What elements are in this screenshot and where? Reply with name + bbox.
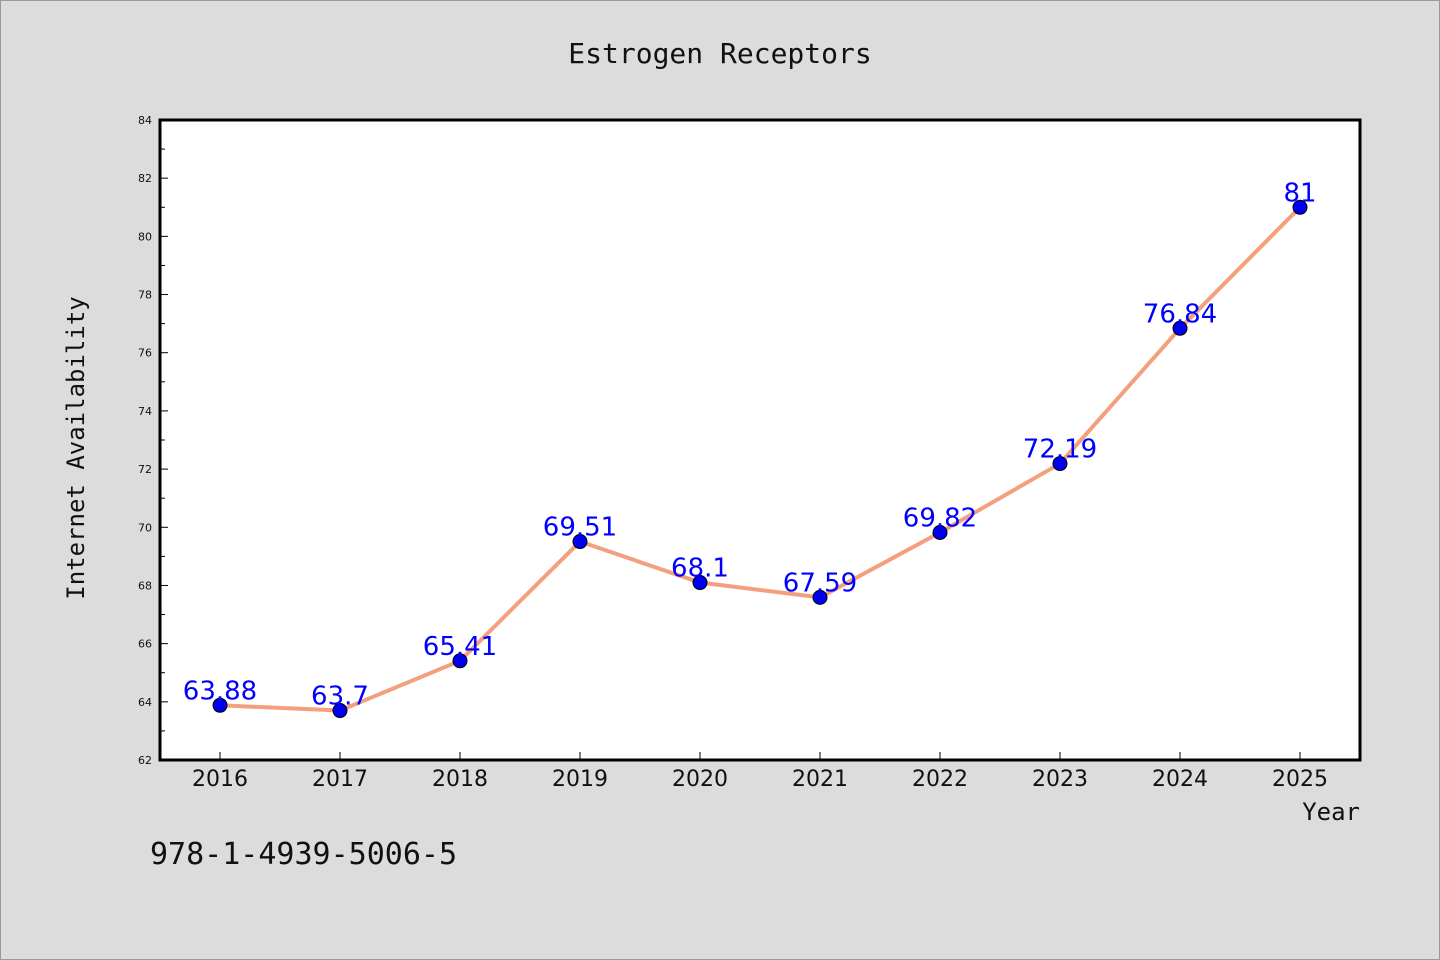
data-point	[452, 653, 468, 669]
y-tick-label: 68	[138, 579, 152, 592]
x-tick-label: 2017	[312, 767, 368, 792]
data-label: 69.51	[543, 513, 617, 543]
data-point	[1292, 199, 1308, 215]
data-point	[692, 575, 708, 591]
y-tick-label: 80	[138, 230, 152, 243]
x-tick-label: 2018	[432, 767, 488, 792]
y-tick-label: 84	[138, 114, 152, 127]
y-tick-label: 82	[138, 172, 152, 185]
y-tick-label: 66	[138, 638, 152, 651]
x-axis-label: Year	[1302, 798, 1360, 826]
plot-frame	[158, 118, 1362, 762]
data-label: 72.19	[1023, 435, 1097, 465]
x-tick-label: 2021	[792, 767, 848, 792]
x-tick-label: 2024	[1152, 767, 1208, 792]
y-tick-label: 72	[138, 463, 152, 476]
data-label: 76.84	[1143, 299, 1217, 329]
x-tick-label: 2020	[672, 767, 728, 792]
data-point	[572, 534, 588, 550]
y-axis-label: Internet Availability	[62, 296, 90, 599]
y-tick-label: 62	[138, 754, 152, 767]
chart-title: Estrogen Receptors	[568, 37, 871, 70]
series-line-group: 63.88 63.7 65.41 69.51 68.1 67.59 69.82 72.19 76…	[183, 178, 1317, 719]
data-label: 69.82	[903, 504, 977, 534]
x-tick-label: 2019	[552, 767, 608, 792]
y-tick-label: 70	[138, 521, 152, 534]
series-line	[219, 205, 1302, 713]
data-label: 67.59	[783, 568, 857, 598]
y-tick-label: 64	[138, 696, 152, 709]
data-label: 63.7	[311, 682, 369, 712]
x-tick-label: 2025	[1272, 767, 1328, 792]
y-tick-label: 76	[138, 347, 152, 360]
data-point	[1052, 456, 1068, 472]
x-tick-label: 2022	[912, 767, 968, 792]
isbn-annotation: 978-1-4939-5006-5	[150, 837, 457, 872]
x-tick-label: 2016	[192, 767, 248, 792]
data-point	[332, 703, 348, 719]
data-label: 81	[1283, 178, 1316, 208]
data-point	[212, 697, 228, 713]
data-label: 68.1	[671, 554, 729, 584]
x-axis: 2016 2017 2018 2019 2020 2021 2022 2023 2024 2025	[192, 752, 1328, 792]
data-point	[812, 589, 828, 605]
data-point	[932, 525, 948, 541]
plot-area	[160, 120, 1360, 760]
x-tick-label: 2023	[1032, 767, 1088, 792]
data-label: 63.88	[183, 676, 257, 706]
y-tick-label: 74	[138, 405, 152, 418]
data-label: 65.41	[423, 632, 497, 662]
y-tick-label: 78	[138, 289, 152, 302]
data-point	[1172, 320, 1188, 336]
